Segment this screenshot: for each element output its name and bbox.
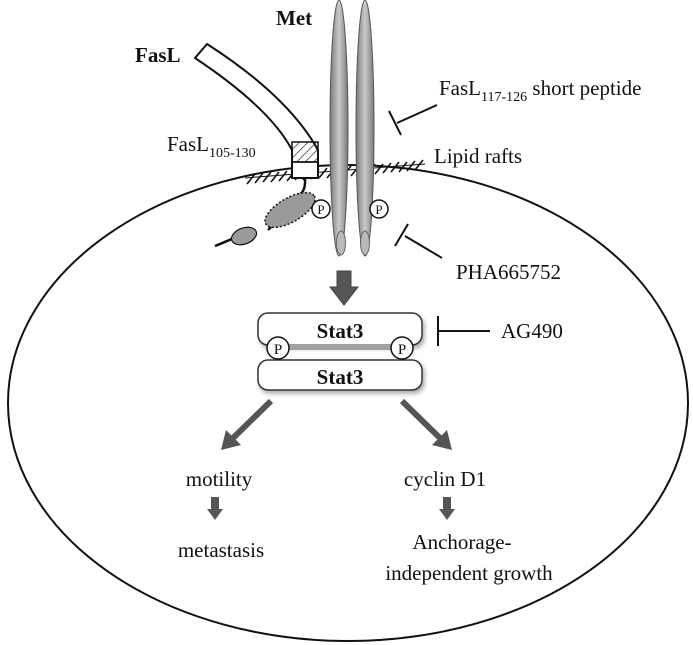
stat3-bottom-label: Stat3	[317, 365, 364, 389]
fasl-molecule	[194, 43, 319, 179]
adapter-chain	[214, 177, 316, 248]
stat3-phospho-left: P	[266, 336, 290, 360]
met-receptor	[329, 0, 375, 257]
lipid-rafts-label: Lipid rafts	[434, 144, 522, 168]
peptide-inhibition-icon	[388, 104, 438, 136]
motility-label: motility	[186, 467, 253, 491]
fasl-peptide-label: FasL117-126 short peptide	[439, 76, 641, 105]
arrow-cyclin-anchorage	[439, 497, 455, 520]
met-label: Met	[276, 6, 312, 30]
met-phospho-right: P	[369, 199, 389, 219]
cell-membrane	[7, 164, 689, 642]
stat3-top-label: Stat3	[317, 319, 364, 343]
adapter-protein-small	[230, 226, 258, 246]
arrow-to-motility	[221, 398, 274, 450]
svg-text:P: P	[317, 202, 324, 217]
pha-inhibition-icon	[394, 223, 443, 259]
ag490-label: AG490	[501, 319, 563, 343]
pha-label: PHA665752	[456, 260, 561, 284]
met-phospho-left: P	[311, 199, 331, 219]
arrow-to-cyclin	[399, 398, 452, 450]
arrow-motility-metastasis	[207, 497, 223, 520]
ag490-inhibition-icon	[437, 316, 490, 346]
fasl-region-label: FasL105-130	[167, 132, 256, 161]
metastasis-label: metastasis	[178, 538, 264, 562]
svg-text:P: P	[274, 342, 282, 358]
stat3-bottom-box	[257, 359, 423, 391]
activation-arrow-met-stat3	[328, 270, 360, 306]
stat3-dimer: Stat3 Stat3 P P	[257, 312, 423, 391]
svg-text:P: P	[375, 202, 382, 217]
cyclin-label: cyclin D1	[404, 467, 486, 491]
anchorage-label-line2: independent growth	[385, 561, 553, 585]
fasl-label: FasL	[135, 43, 181, 67]
stat3-phospho-right: P	[390, 336, 414, 360]
adapter-protein-dotted	[264, 191, 316, 229]
svg-text:P: P	[398, 342, 406, 358]
anchorage-label-line1: Anchorage-	[412, 530, 511, 554]
fasl-105-130-region	[291, 141, 319, 163]
